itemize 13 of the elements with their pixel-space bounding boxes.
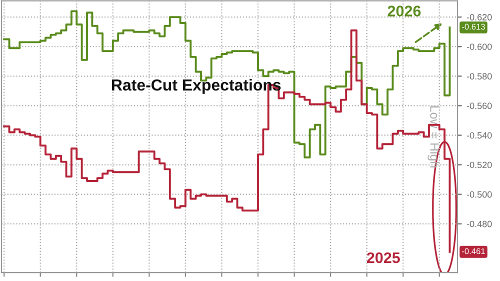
data-label: -0.613 bbox=[462, 24, 485, 30]
text: Rate-Cut Expectations bbox=[112, 78, 281, 94]
data-label: -0.461 bbox=[462, 248, 485, 254]
y-tick-label: -0.620 bbox=[466, 14, 492, 20]
y-tick-label: -0.600 bbox=[466, 44, 492, 50]
y-tick-label: -0.480 bbox=[466, 220, 492, 228]
text: 2026 bbox=[388, 6, 421, 16]
y-tick-label: -0.560 bbox=[466, 102, 492, 110]
y-tick-label: -0.520 bbox=[466, 162, 492, 168]
text: 2025 bbox=[366, 252, 400, 264]
y-tick-label: -0.540 bbox=[466, 132, 492, 139]
y-tick-label: -0.500 bbox=[466, 191, 492, 198]
y-tick-label: -0.580 bbox=[466, 73, 492, 80]
